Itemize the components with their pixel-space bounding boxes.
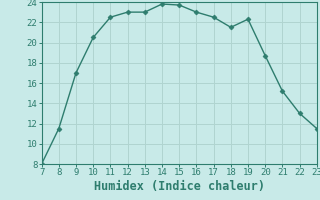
X-axis label: Humidex (Indice chaleur): Humidex (Indice chaleur) [94,180,265,193]
